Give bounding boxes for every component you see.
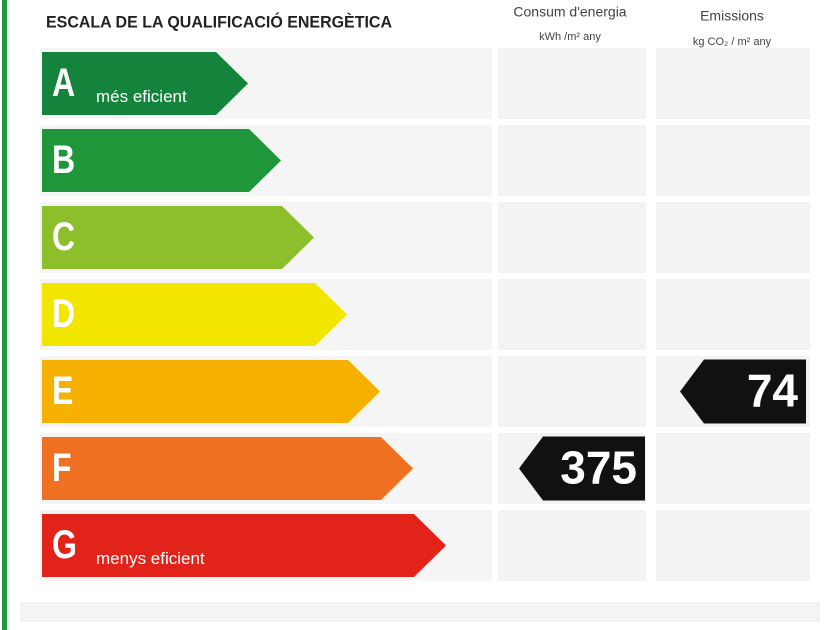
footer-band <box>20 602 820 622</box>
class-arrow <box>42 283 347 346</box>
cell <box>656 510 810 581</box>
column-title: Emissions <box>700 8 764 24</box>
rating-value: 375 <box>560 442 637 494</box>
class-label: més eficient <box>96 87 187 106</box>
title: ESCALA DE LA QUALIFICACIÓ ENERGÈTICA <box>46 12 392 31</box>
cell <box>656 202 810 273</box>
class-arrow <box>42 206 314 269</box>
cell <box>498 510 646 581</box>
cell <box>498 48 646 119</box>
rating-badge <box>680 359 806 424</box>
rating-badge <box>519 436 645 501</box>
class-arrow <box>42 129 281 192</box>
class-letter: A <box>52 60 75 105</box>
cell <box>498 356 646 427</box>
class-arrow <box>42 514 446 577</box>
class-arrow <box>42 52 248 115</box>
cell <box>656 433 810 504</box>
column-unit: kg CO₂ / m² any <box>693 36 772 48</box>
cell <box>498 125 646 196</box>
class-letter: G <box>52 522 77 567</box>
class-arrow <box>42 360 380 423</box>
class-label: menys eficient <box>96 549 205 568</box>
left-border <box>2 0 7 630</box>
class-letter: C <box>52 214 75 259</box>
cell <box>498 202 646 273</box>
class-letter: F <box>52 445 72 490</box>
class-letter: E <box>52 368 73 413</box>
cell <box>656 48 810 119</box>
column-title: Consum d'energia <box>513 4 626 20</box>
cell <box>656 279 810 350</box>
class-letter: D <box>52 291 75 336</box>
cell <box>656 125 810 196</box>
rating-value: 74 <box>747 365 799 417</box>
cell <box>498 279 646 350</box>
class-arrow <box>42 437 413 500</box>
class-letter: B <box>52 137 75 182</box>
column-unit: kWh /m² any <box>539 31 601 43</box>
